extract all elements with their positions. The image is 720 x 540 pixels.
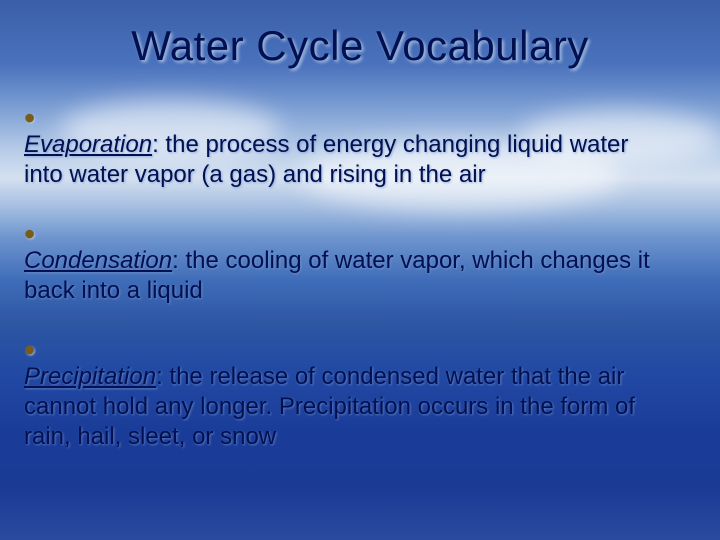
item-body: Condensation: the cooling of water vapor… [24,246,666,306]
slide: Water Cycle Vocabulary • Evaporation: th… [0,0,720,540]
slide-title: Water Cycle Vocabulary [0,22,720,70]
list-item: • Precipitation: the release of condense… [24,330,696,452]
term: Condensation [24,247,172,274]
term: Precipitation [24,363,156,390]
list-item: • Condensation: the cooling of water vap… [24,214,696,306]
bullet-icon: • [24,218,48,250]
bullet-icon: • [24,102,48,134]
bullet-icon: • [24,334,48,366]
term: Evaporation [24,131,152,158]
item-body: Evaporation: the process of energy chang… [24,130,666,190]
item-body: Precipitation: the release of condensed … [24,362,666,452]
list-item: • Evaporation: the process of energy cha… [24,98,696,190]
bullet-list: • Evaporation: the process of energy cha… [24,98,696,476]
